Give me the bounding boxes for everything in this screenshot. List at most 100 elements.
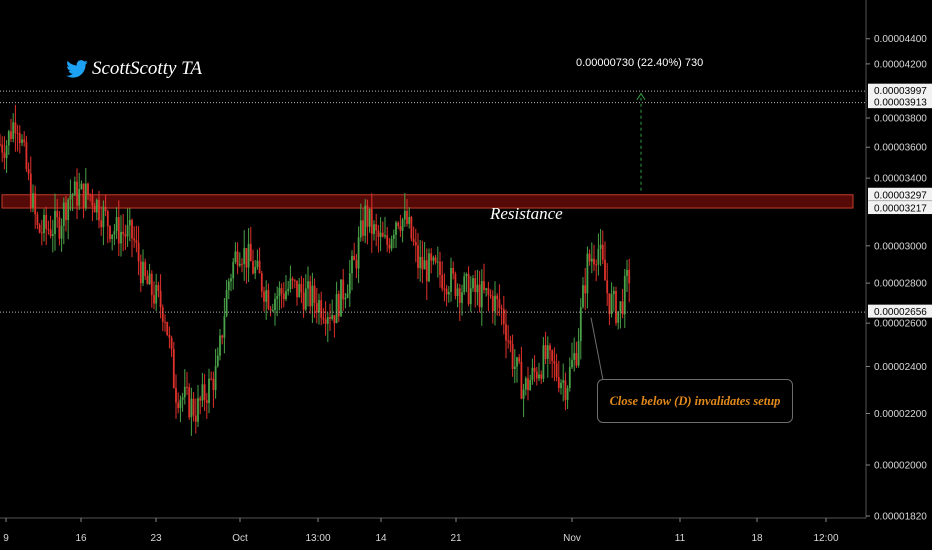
candle-body (49, 229, 52, 236)
candle (98, 191, 100, 229)
candle (491, 290, 494, 324)
candle (379, 217, 382, 252)
candle (509, 335, 512, 353)
candle (291, 276, 294, 289)
candle-body (516, 357, 518, 367)
candle-body (491, 295, 494, 312)
candle (357, 226, 360, 284)
candle (331, 299, 334, 321)
candle-body (280, 288, 283, 294)
candle (47, 220, 50, 235)
candle-body (318, 300, 320, 313)
candle (456, 283, 459, 308)
candle-body (87, 183, 89, 195)
candle (157, 281, 160, 298)
candle-body (445, 288, 448, 295)
candle-body (203, 384, 206, 401)
candle-body (307, 281, 309, 289)
candle-body (423, 260, 426, 270)
candle-body (25, 142, 28, 170)
candle (562, 363, 565, 402)
candle (469, 276, 472, 313)
candle (344, 292, 347, 309)
candle (177, 392, 180, 414)
candle-body (161, 307, 164, 322)
candle-body (298, 284, 301, 298)
candle (32, 184, 34, 213)
candle-body (179, 399, 182, 409)
candle-body (150, 273, 153, 296)
time-tick-label: 16 (75, 533, 87, 544)
measure-arrow-head (636, 92, 646, 100)
price-axis[interactable]: 0.00004400 0.00004200 0.00003800 0.00003600… (866, 34, 932, 522)
candle-body (381, 232, 384, 237)
candle-body (362, 220, 364, 236)
candle (557, 360, 560, 393)
candle (612, 286, 615, 312)
candle-body (557, 377, 560, 389)
candle-body (322, 317, 325, 320)
candle-body (131, 219, 133, 239)
candle (628, 258, 631, 303)
candle (76, 168, 78, 219)
candle (351, 250, 353, 291)
candle-body (518, 357, 521, 362)
candle-body (582, 285, 584, 308)
candle (62, 197, 65, 245)
candle-body (3, 152, 6, 159)
candle (252, 249, 254, 275)
candle-body (522, 389, 525, 399)
time-tick-label: 14 (375, 533, 387, 544)
price-tick-label: 0.00002800 (874, 279, 927, 290)
candle-body (84, 183, 87, 209)
candle-body (621, 301, 624, 315)
candle (194, 398, 197, 434)
candle-body (425, 260, 428, 282)
candle (109, 224, 111, 243)
candle-body (463, 276, 466, 293)
candle (364, 199, 367, 244)
candle (221, 334, 224, 345)
candle-body (333, 315, 336, 324)
candle-body (626, 269, 628, 276)
candle (322, 308, 325, 324)
resistance-label: Resistance (490, 204, 563, 223)
candle-body (496, 295, 499, 300)
candle-body (230, 278, 232, 282)
candle (377, 224, 380, 253)
candle-body (549, 345, 551, 351)
candle (458, 284, 461, 322)
candle-body (544, 345, 547, 359)
candle (353, 242, 356, 261)
candle-body (1, 144, 4, 153)
candle (159, 274, 162, 319)
candle (593, 244, 595, 271)
candle (82, 183, 85, 219)
candle (373, 220, 375, 241)
candle (23, 131, 26, 147)
candle (223, 298, 226, 354)
candle-body (142, 261, 144, 284)
candle (362, 207, 364, 242)
candle (571, 342, 573, 369)
candle-body (351, 255, 353, 274)
candle (71, 192, 74, 211)
candle-body (282, 293, 285, 300)
candle-body (599, 244, 602, 249)
candle (247, 228, 250, 282)
time-axis[interactable]: 9 16 23 Oct 13:00 14 21 Nov 11 18 12:00 (3, 518, 839, 544)
candle (111, 234, 114, 251)
candle-body (320, 300, 323, 318)
candle (441, 261, 444, 292)
candle (315, 288, 318, 324)
time-tick-label: 12:00 (813, 533, 838, 544)
candle-body (124, 234, 127, 237)
grid-layer (0, 0, 867, 519)
candle-body (14, 122, 17, 134)
candle (282, 282, 285, 308)
candle (496, 293, 499, 316)
candle-body (340, 279, 342, 317)
candle-body (472, 278, 474, 289)
candle (241, 258, 243, 273)
